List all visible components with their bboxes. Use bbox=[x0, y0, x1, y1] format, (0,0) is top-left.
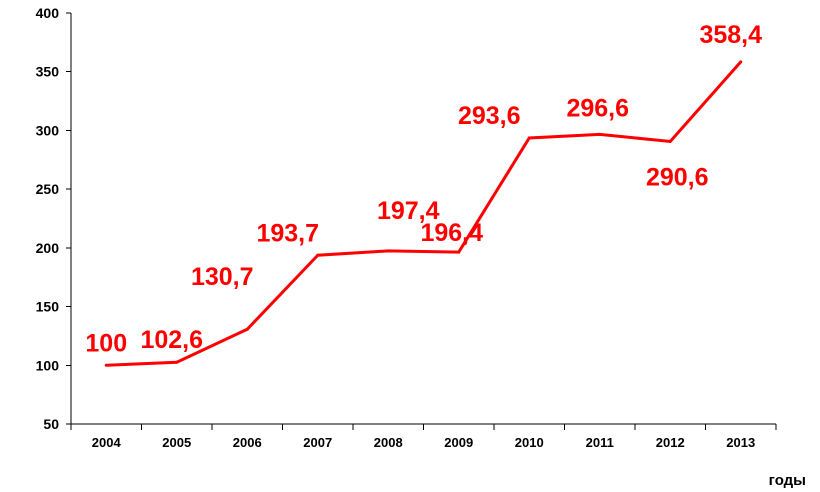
series-group bbox=[104, 60, 743, 367]
data-label: 358,4 bbox=[699, 21, 762, 49]
data-label: 130,7 bbox=[191, 263, 254, 291]
y-tick-label: 400 bbox=[36, 5, 60, 21]
series-line bbox=[106, 60, 742, 367]
data-point bbox=[104, 363, 108, 367]
data-label: 290,6 bbox=[646, 163, 709, 191]
x-axis-title: годы bbox=[768, 472, 806, 489]
x-tick-label: 2011 bbox=[586, 435, 614, 450]
data-point bbox=[457, 250, 461, 254]
data-label: 100 bbox=[85, 329, 127, 357]
x-tick-label: 2004 bbox=[92, 435, 122, 450]
data-point bbox=[739, 60, 743, 64]
x-tick-label: 2005 bbox=[162, 435, 191, 450]
x-tick-label: 2006 bbox=[233, 435, 262, 450]
data-label: 296,6 bbox=[566, 94, 629, 122]
y-axis-ticks: 50 100 150 200 250 300 350 400 bbox=[36, 5, 71, 432]
y-tick-label: 350 bbox=[36, 64, 60, 80]
x-tick-label: 2010 bbox=[515, 435, 544, 450]
data-label: 196,4 bbox=[420, 219, 483, 247]
x-tick-label: 2012 bbox=[656, 435, 685, 450]
y-tick-label: 100 bbox=[36, 357, 60, 373]
data-point bbox=[386, 249, 390, 253]
data-label: 102,6 bbox=[140, 326, 203, 354]
y-tick-label: 200 bbox=[36, 240, 60, 256]
data-label: 193,7 bbox=[256, 219, 319, 247]
y-tick-label: 300 bbox=[36, 122, 60, 138]
data-point bbox=[527, 136, 531, 140]
x-axis-ticks: 2004 2005 2006 2007 2008 2009 2010 2011 2012 2013 bbox=[70, 424, 777, 450]
x-tick-label: 2008 bbox=[374, 435, 403, 450]
data-label: 293,6 bbox=[458, 102, 521, 130]
x-tick-label: 2007 bbox=[303, 435, 332, 450]
x-tick-label: 2009 bbox=[444, 435, 473, 450]
x-tick-label: 2013 bbox=[726, 435, 755, 450]
data-point bbox=[316, 253, 320, 257]
data-point bbox=[245, 327, 249, 331]
data-point bbox=[598, 132, 602, 136]
data-point bbox=[668, 139, 672, 143]
y-tick-label: 250 bbox=[36, 181, 60, 197]
data-point bbox=[175, 360, 179, 364]
y-tick-label: 150 bbox=[36, 299, 60, 315]
y-tick-label: 50 bbox=[43, 416, 59, 432]
data-label: 197,4 bbox=[377, 197, 440, 225]
